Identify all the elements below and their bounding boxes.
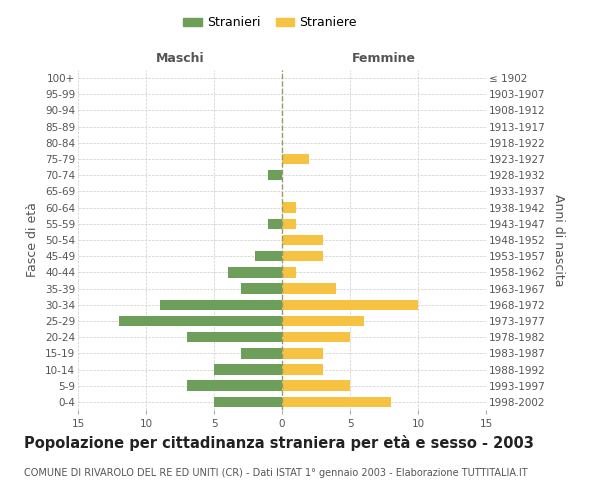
- Bar: [268, 170, 282, 180]
- Bar: [282, 300, 418, 310]
- Bar: [282, 380, 350, 391]
- Bar: [187, 380, 282, 391]
- Bar: [282, 267, 296, 278]
- Bar: [282, 234, 323, 246]
- Text: Femmine: Femmine: [352, 52, 416, 65]
- Bar: [119, 316, 282, 326]
- Text: Popolazione per cittadinanza straniera per età e sesso - 2003: Popolazione per cittadinanza straniera p…: [24, 435, 534, 451]
- Bar: [282, 364, 323, 375]
- Bar: [282, 218, 296, 229]
- Bar: [227, 267, 282, 278]
- Bar: [282, 202, 296, 213]
- Bar: [214, 364, 282, 375]
- Y-axis label: Anni di nascita: Anni di nascita: [552, 194, 565, 286]
- Bar: [282, 154, 309, 164]
- Bar: [268, 218, 282, 229]
- Bar: [282, 251, 323, 262]
- Bar: [241, 284, 282, 294]
- Bar: [282, 284, 337, 294]
- Bar: [187, 332, 282, 342]
- Bar: [241, 348, 282, 358]
- Y-axis label: Fasce di età: Fasce di età: [26, 202, 40, 278]
- Bar: [214, 396, 282, 407]
- Legend: Stranieri, Straniere: Stranieri, Straniere: [178, 11, 362, 34]
- Bar: [282, 316, 364, 326]
- Bar: [282, 332, 350, 342]
- Bar: [282, 348, 323, 358]
- Text: COMUNE DI RIVAROLO DEL RE ED UNITI (CR) - Dati ISTAT 1° gennaio 2003 - Elaborazi: COMUNE DI RIVAROLO DEL RE ED UNITI (CR) …: [24, 468, 527, 477]
- Bar: [282, 396, 391, 407]
- Bar: [160, 300, 282, 310]
- Text: Maschi: Maschi: [155, 52, 205, 65]
- Bar: [255, 251, 282, 262]
